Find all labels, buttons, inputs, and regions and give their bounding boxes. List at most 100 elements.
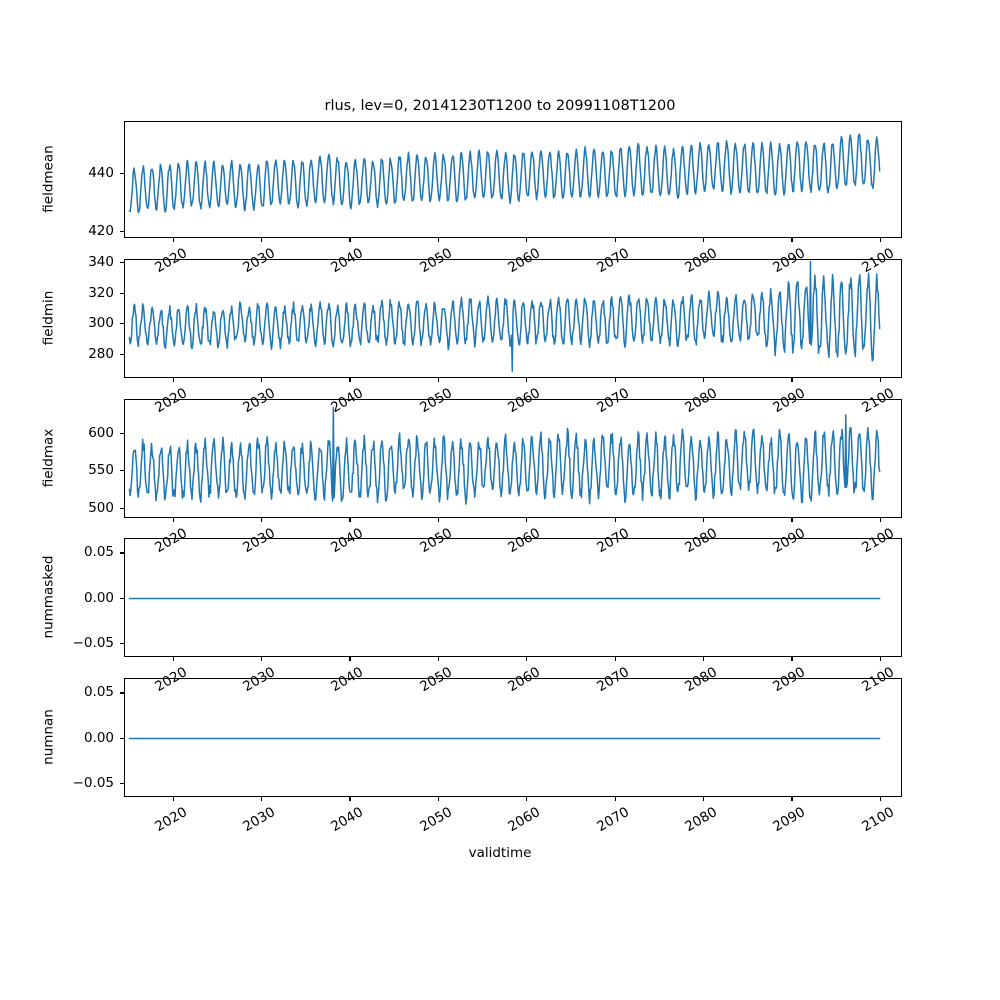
x-tick-mark — [791, 238, 793, 242]
subplot-nummasked — [124, 538, 902, 657]
y-axis-label-fieldmean: fieldmean — [40, 144, 56, 213]
x-tick-mark — [349, 797, 351, 801]
x-tick-mark — [614, 518, 616, 522]
y-tick-label: −0.05 — [72, 634, 114, 651]
y-tick-mark — [120, 432, 124, 434]
plot-line-numnan — [128, 737, 881, 740]
x-tick-mark — [349, 657, 351, 661]
y-tick-mark — [120, 782, 124, 784]
x-tick-mark — [437, 657, 439, 661]
x-tick-label: 2080 — [682, 804, 721, 836]
y-axis-label-fieldmin: fieldmin — [40, 290, 56, 345]
x-tick-mark — [879, 657, 881, 661]
y-tick-label: 320 — [88, 284, 114, 301]
y-axis-label-numnan: numnan — [40, 708, 56, 765]
x-tick-mark — [437, 518, 439, 522]
x-tick-mark — [437, 378, 439, 382]
subplot-numnan — [124, 678, 902, 797]
x-tick-mark — [703, 518, 705, 522]
y-tick-label: 0.00 — [83, 589, 114, 606]
y-tick-mark — [120, 173, 124, 175]
x-tick-mark — [172, 518, 174, 522]
y-tick-mark — [120, 507, 124, 509]
y-tick-mark — [120, 470, 124, 472]
x-tick-mark — [526, 378, 528, 382]
x-tick-mark — [526, 797, 528, 801]
x-tick-mark — [703, 657, 705, 661]
y-tick-label: −0.05 — [72, 774, 114, 791]
x-tick-mark — [349, 518, 351, 522]
y-tick-mark — [120, 692, 124, 694]
x-tick-mark — [614, 797, 616, 801]
y-tick-mark — [120, 230, 124, 232]
y-tick-label: 500 — [88, 499, 114, 516]
y-tick-label: 440 — [88, 165, 114, 181]
x-tick-mark — [791, 797, 793, 801]
x-tick-mark — [614, 238, 616, 242]
y-tick-mark — [120, 292, 124, 294]
y-tick-label: 420 — [88, 222, 114, 239]
x-tick-label: 2060 — [505, 804, 544, 836]
y-tick-label: 0.00 — [83, 729, 114, 746]
x-tick-mark — [879, 797, 881, 801]
x-tick-label: 2040 — [328, 804, 367, 836]
x-tick-mark — [261, 657, 263, 661]
y-tick-mark — [120, 552, 124, 554]
y-tick-mark — [120, 353, 124, 355]
y-tick-label: 0.05 — [83, 684, 114, 701]
plot-line-nummasked — [128, 597, 881, 600]
x-tick-mark — [437, 238, 439, 242]
plot-line-fieldmax — [128, 406, 881, 505]
x-tick-mark — [172, 797, 174, 801]
x-tick-mark — [526, 518, 528, 522]
x-tick-mark — [172, 238, 174, 242]
x-tick-mark — [614, 657, 616, 661]
x-tick-mark — [614, 378, 616, 382]
x-tick-mark — [703, 797, 705, 801]
y-tick-mark — [120, 642, 124, 644]
x-tick-mark — [879, 238, 881, 242]
y-axis-label-fieldmax: fieldmax — [40, 428, 56, 487]
x-tick-mark — [526, 238, 528, 242]
figure-title: rlus, lev=0, 20141230T1200 to 20991108T1… — [324, 98, 676, 114]
y-axis-label-nummasked: nummasked — [40, 555, 56, 638]
x-tick-mark — [172, 378, 174, 382]
y-tick-label: 300 — [88, 315, 114, 332]
x-tick-label: 2050 — [417, 804, 455, 836]
x-tick-label: 2020 — [151, 804, 190, 836]
y-tick-label: 340 — [88, 254, 114, 271]
x-tick-mark — [172, 657, 174, 661]
x-tick-mark — [703, 378, 705, 382]
x-tick-mark — [349, 378, 351, 382]
x-tick-mark — [791, 518, 793, 522]
y-tick-mark — [120, 262, 124, 264]
x-tick-mark — [879, 518, 881, 522]
x-tick-mark — [791, 378, 793, 382]
y-tick-label: 0.05 — [83, 544, 114, 561]
y-tick-label: 550 — [88, 462, 114, 479]
x-tick-mark — [437, 797, 439, 801]
x-tick-mark — [791, 657, 793, 661]
x-tick-mark — [261, 797, 263, 801]
subplot-fieldmax — [124, 399, 902, 518]
x-tick-mark — [703, 238, 705, 242]
plot-line-fieldmean — [128, 133, 881, 214]
subplot-fieldmin — [124, 259, 902, 378]
x-tick-label: 2100 — [859, 804, 897, 836]
y-tick-mark — [120, 597, 124, 599]
x-tick-label: 2090 — [770, 804, 809, 836]
subplot-fieldmean — [124, 121, 902, 238]
x-axis-label: validtime — [468, 845, 532, 861]
x-tick-mark — [261, 378, 263, 382]
x-tick-label: 2030 — [240, 804, 279, 836]
y-tick-mark — [120, 737, 124, 739]
x-tick-mark — [261, 518, 263, 522]
y-tick-label: 600 — [88, 424, 114, 441]
x-tick-label: 2070 — [593, 804, 632, 836]
x-tick-mark — [349, 238, 351, 242]
x-tick-mark — [879, 378, 881, 382]
y-tick-mark — [120, 323, 124, 325]
plot-line-fieldmin — [128, 260, 881, 373]
x-tick-mark — [526, 657, 528, 661]
